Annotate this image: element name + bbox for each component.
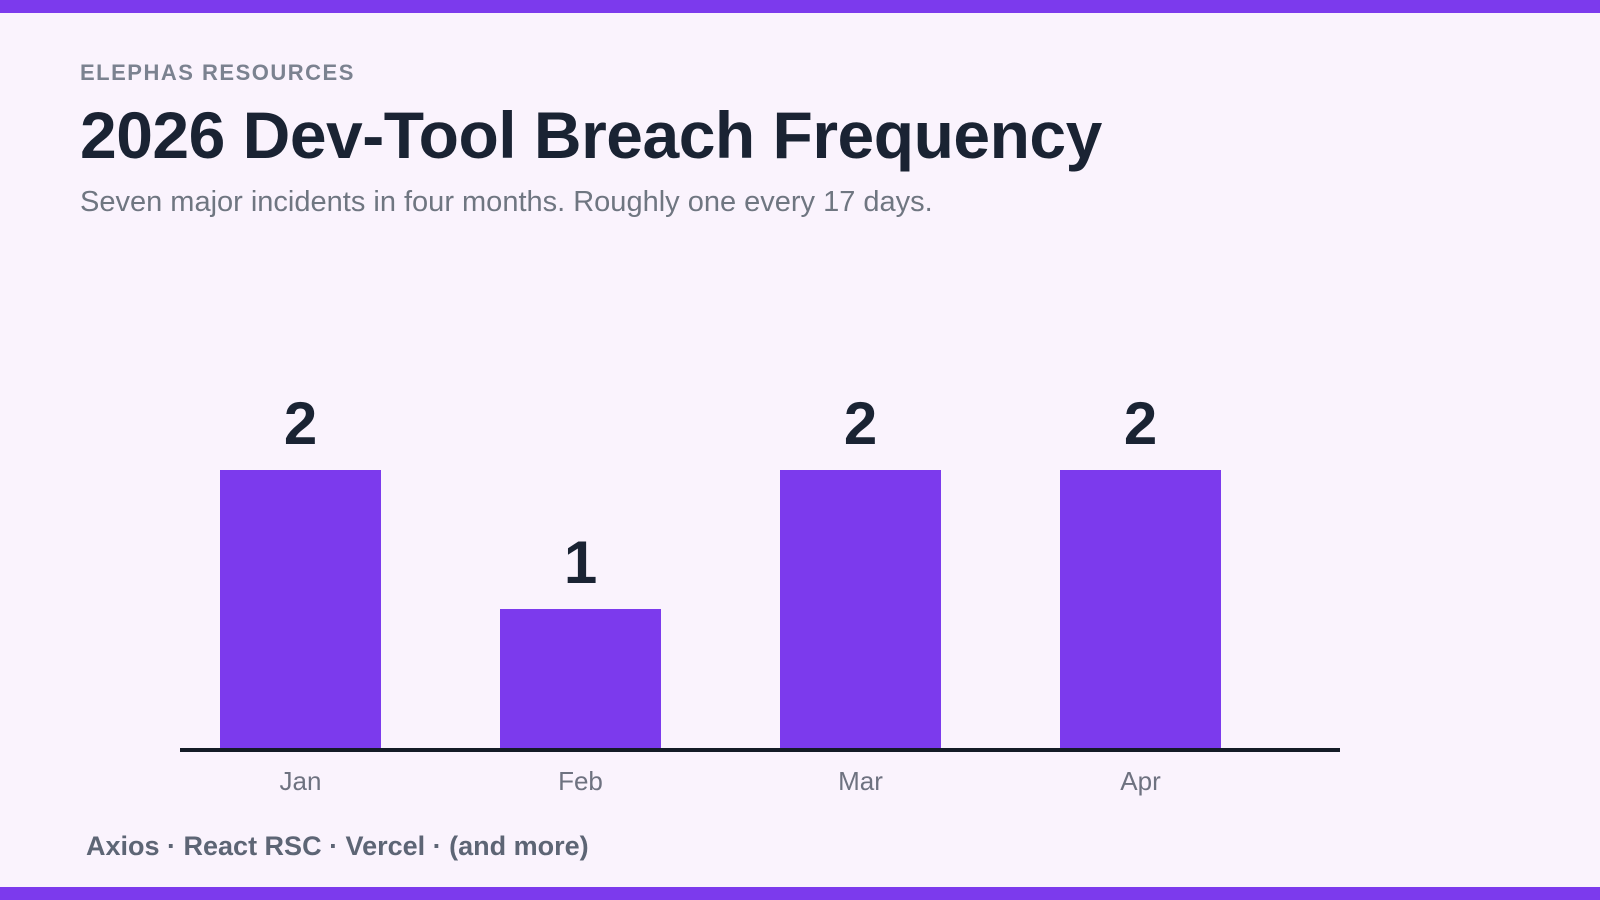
bar-value-label: 1 <box>563 529 598 596</box>
sources-footer: Axios · React RSC · Vercel · (and more) <box>86 831 589 861</box>
x-axis-label: Apr <box>1120 766 1161 796</box>
x-axis-label: Mar <box>838 766 883 796</box>
page-subtitle: Seven major incidents in four months. Ro… <box>80 186 933 218</box>
top-accent-strip <box>0 0 1600 13</box>
bar-feb <box>500 609 661 748</box>
page-title: 2026 Dev-Tool Breach Frequency <box>80 98 1102 172</box>
bar-chart: 2 Jan 1 Feb 2 Mar 2 Apr <box>180 394 1340 794</box>
chart-header: ELEPHAS RESOURCES 2026 Dev-Tool Breach F… <box>80 60 1480 219</box>
eyebrow-label: ELEPHAS RESOURCES <box>80 60 355 85</box>
x-axis-label: Jan <box>279 766 322 796</box>
bottom-accent-strip <box>0 887 1600 900</box>
x-axis-line <box>180 748 1340 752</box>
bar-apr <box>1060 470 1221 748</box>
bar-jan <box>220 470 381 748</box>
bar-mar <box>780 470 941 748</box>
bar-value-label: 2 <box>1123 390 1158 457</box>
bar-value-label: 2 <box>843 390 878 457</box>
x-axis-label: Feb <box>558 766 603 796</box>
bar-value-label: 2 <box>283 390 318 457</box>
